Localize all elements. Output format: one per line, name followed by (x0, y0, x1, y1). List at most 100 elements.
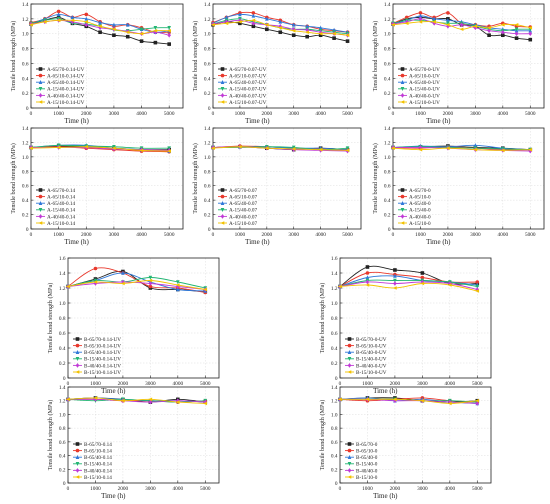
legend-label: A-40/40-0 (409, 214, 431, 220)
legend-marker (75, 337, 80, 341)
data-point (65, 284, 70, 289)
x-axis-title: Time (h) (101, 387, 126, 395)
data-point (153, 25, 158, 30)
series-B-15/10-0 (337, 397, 480, 406)
legend-marker (347, 357, 352, 361)
series-A-15/10-0.07-UV (210, 18, 350, 37)
data-point (93, 266, 98, 271)
x-tick-label: 5000 (164, 111, 175, 117)
data-point (167, 42, 171, 46)
legend: B-65/70-0.14-UVB-65/10-0.14-UVB-65/40-0.… (73, 337, 121, 376)
legend-marker (220, 100, 225, 104)
legend: A-65/70-0.14A-65/10-0.14A-65/40-0.14A-15… (36, 188, 76, 227)
y-axis-title: Tensile bond strength (MPa) (319, 400, 326, 471)
data-point (337, 397, 342, 402)
legend-marker (38, 100, 43, 104)
data-point (432, 16, 436, 21)
x-axis-title: Time (h) (426, 238, 451, 246)
data-point (42, 20, 47, 24)
y-axis-title: Tensile bond strength (MPa) (47, 400, 54, 471)
data-point (528, 147, 533, 152)
y-tick-label: 1.0 (59, 301, 66, 307)
data-point (501, 33, 505, 37)
y-tick-label: 0.8 (331, 316, 338, 322)
chart-panel-6: 0 0.2 0.4 0.6 0.8 1.0 1.2 1.4 0 1000 2000 3000 4000 5… (372, 126, 545, 246)
data-point (393, 268, 397, 272)
data-point (500, 23, 505, 27)
y-tick-label: 0.6 (331, 440, 338, 446)
x-tick-label: 1000 (90, 486, 101, 492)
y-tick-label: 0.8 (331, 426, 338, 432)
data-point (84, 20, 89, 24)
data-point (305, 34, 309, 39)
series-line (67, 397, 206, 404)
y-tick-label: 0.2 (384, 91, 391, 97)
data-point (238, 21, 242, 26)
series-line (339, 282, 478, 292)
legend-label: B-40/40-0.14-UV (84, 363, 121, 369)
x-tick-label: 1000 (235, 232, 246, 238)
y-tick-label: 0 (335, 481, 338, 487)
data-point (111, 27, 116, 32)
legend-marker (347, 343, 352, 348)
legend-marker (400, 194, 405, 199)
x-tick-label: 1000 (415, 111, 426, 117)
legend-marker (347, 475, 352, 479)
x-tick-label: 0 (339, 381, 342, 387)
y-tick-label: 1.0 (22, 155, 29, 161)
data-point (501, 29, 505, 35)
legend-label: A-65/70-0.14 (47, 188, 76, 194)
y-tick-label: 0.6 (331, 331, 338, 337)
series-line (67, 281, 206, 290)
data-point (390, 23, 395, 27)
legend-label: A-40/40-0.07-UV (229, 93, 267, 99)
y-tick-label: 1.2 (384, 140, 391, 146)
legend-label: B-15/10-0 (356, 475, 378, 481)
data-point (514, 31, 519, 37)
x-tick-label: 1000 (362, 381, 373, 387)
legend: A-65/70-0-UVA-65/10-0-UVA-65/40-0-UVA-15… (398, 67, 440, 106)
legend-marker (220, 87, 225, 91)
y-tick-label: 0.4 (384, 76, 391, 82)
x-tick-label: 2000 (262, 232, 273, 238)
data-point (431, 20, 436, 24)
data-point (345, 39, 350, 43)
data-point (345, 148, 350, 153)
plot-frame (30, 3, 184, 109)
data-point (291, 147, 296, 151)
data-point (265, 27, 269, 32)
data-point (514, 27, 519, 32)
data-point (265, 16, 269, 21)
legend-label: A-65/10-0.14-UV (47, 74, 85, 80)
y-tick-label: 0.2 (331, 361, 338, 367)
legend-marker (220, 201, 225, 205)
y-tick-label: 1.6 (331, 256, 338, 262)
data-point (65, 397, 70, 402)
y-tick-label: 1.2 (331, 399, 338, 405)
legend-label: B-15/10-0.14 (84, 475, 112, 481)
data-point (475, 284, 480, 289)
x-tick-label: 5000 (200, 486, 211, 492)
data-point (251, 18, 256, 23)
y-tick-label: 1.0 (204, 155, 211, 161)
legend-label: A-15/10-0.07 (229, 221, 258, 227)
data-point (420, 275, 425, 280)
data-point (28, 146, 33, 150)
legend-label: B-15/40-0 (356, 462, 378, 468)
legend-label: A-65/10-0-UV (409, 74, 440, 80)
y-tick-label: 0.2 (22, 213, 29, 219)
x-tick-label: 5000 (342, 232, 353, 238)
data-point (447, 283, 452, 287)
data-point (251, 11, 256, 15)
data-point (459, 27, 464, 32)
legend-marker (400, 188, 405, 192)
data-point (84, 22, 89, 28)
chart-panel-8: 0 0.2 0.4 0.6 0.8 1.0 1.2 1.4 1.6 0 1000 2000 3000 40… (319, 256, 492, 395)
data-point (473, 143, 478, 148)
data-point (84, 12, 89, 17)
data-point (365, 283, 370, 287)
series-B-40/40-0-UV (338, 279, 480, 292)
legend-marker (75, 370, 80, 374)
legend-marker (347, 363, 352, 368)
plot-frame (392, 127, 545, 230)
